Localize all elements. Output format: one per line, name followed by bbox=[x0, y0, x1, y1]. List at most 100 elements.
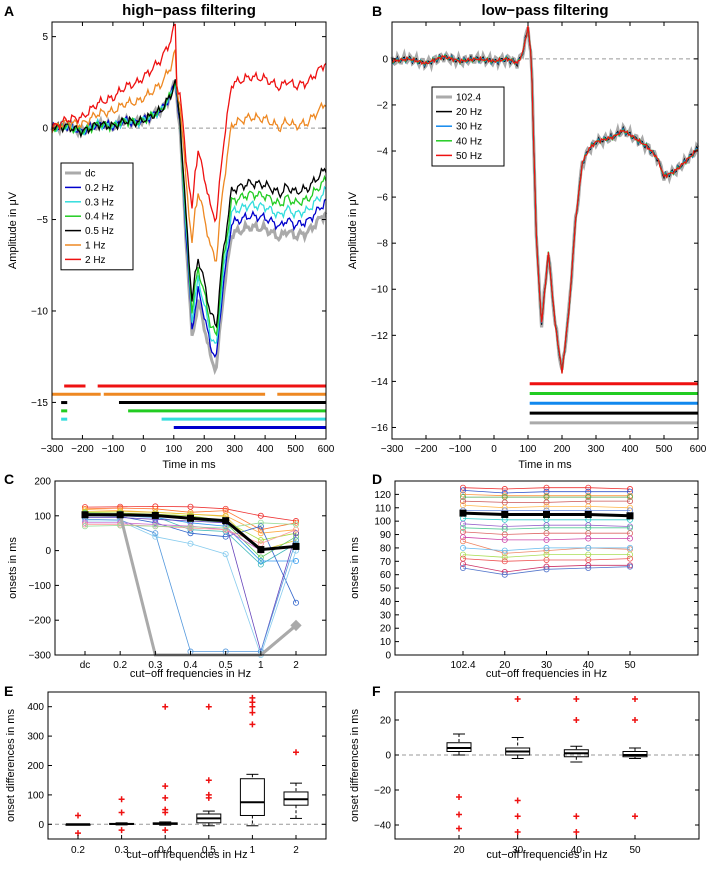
y-tick-label: −200 bbox=[28, 616, 51, 627]
subject-line bbox=[85, 517, 297, 653]
panel-c: C 200 100 0 −100 −200 −300 dc 0.2 0.3 0.4 0.5 1 2 cut−… bbox=[4, 471, 327, 680]
subject-line bbox=[85, 524, 297, 545]
legend-label: 102.4 bbox=[456, 93, 481, 104]
series-50-Hz bbox=[392, 25, 699, 374]
y-tick-label: −20 bbox=[374, 786, 391, 797]
y-axis-label: onset differences in ms bbox=[5, 709, 17, 822]
outlier bbox=[573, 813, 580, 820]
outlier bbox=[249, 709, 256, 716]
subject-point bbox=[585, 544, 592, 551]
outlier bbox=[249, 721, 256, 728]
x-tick-label: 300 bbox=[226, 444, 243, 455]
x-tick-label: 1 bbox=[258, 660, 264, 671]
x-tick-label: −100 bbox=[449, 444, 472, 455]
y-tick-label: −40 bbox=[374, 821, 391, 832]
x-axis-label: Time in ms bbox=[518, 459, 572, 471]
x-tick-label: 0.3 bbox=[148, 660, 162, 671]
y-tick-label: −6 bbox=[377, 193, 389, 204]
subject-point bbox=[627, 494, 634, 501]
subject-point bbox=[585, 503, 592, 510]
x-tick-label: 600 bbox=[690, 444, 707, 455]
x-tick-label: 2 bbox=[293, 660, 299, 671]
legend-label: 0.3 Hz bbox=[85, 197, 114, 208]
x-tick-label: −300 bbox=[41, 444, 64, 455]
subject-line bbox=[462, 554, 630, 558]
x-tick-label: 500 bbox=[287, 444, 304, 455]
x-tick-label: 50 bbox=[629, 845, 641, 856]
x-tick-label: 0.5 bbox=[202, 845, 216, 856]
outlier bbox=[632, 696, 638, 702]
outlier bbox=[75, 812, 81, 819]
subject-point bbox=[257, 558, 264, 565]
subject-point bbox=[222, 533, 229, 540]
subject-point bbox=[292, 599, 299, 606]
subject-line bbox=[462, 490, 630, 494]
subject-point bbox=[627, 555, 634, 562]
x-tick-label: 0.4 bbox=[184, 660, 198, 671]
subject-point bbox=[543, 536, 550, 543]
subject-point bbox=[257, 554, 264, 561]
mean-point bbox=[626, 512, 634, 520]
y-tick-label: −10 bbox=[371, 285, 388, 296]
y-tick-label: −4 bbox=[377, 147, 389, 158]
x-tick-label: 30 bbox=[541, 660, 553, 671]
subject-point bbox=[459, 544, 466, 551]
mean-point bbox=[584, 510, 592, 518]
outlier bbox=[293, 749, 299, 756]
y-tick-label: 5 bbox=[42, 32, 48, 43]
x-tick-label: 30 bbox=[512, 845, 524, 856]
x-tick-label: −200 bbox=[415, 444, 438, 455]
subject-point bbox=[543, 556, 550, 563]
x-axis-label: Time in ms bbox=[162, 459, 216, 471]
subject-point bbox=[152, 533, 159, 540]
y-tick-label: 40 bbox=[380, 597, 392, 608]
outlier bbox=[456, 825, 462, 832]
outlier bbox=[118, 809, 125, 816]
grey-dc-marker bbox=[290, 619, 302, 632]
y-tick-label: −16 bbox=[371, 423, 388, 434]
x-tick-label: 0.4 bbox=[158, 845, 172, 856]
x-tick-label: 0.3 bbox=[115, 845, 129, 856]
chart-title: high−pass filtering bbox=[122, 2, 256, 19]
outlier bbox=[514, 696, 521, 702]
y-tick-label: 30 bbox=[380, 610, 392, 621]
legend-label: 2 Hz bbox=[85, 255, 106, 266]
outlier bbox=[632, 717, 638, 723]
mean-point bbox=[151, 511, 159, 519]
outlier bbox=[118, 796, 125, 803]
x-tick-label: 400 bbox=[257, 444, 274, 455]
subject-point bbox=[82, 519, 89, 526]
panel-label: A bbox=[4, 3, 14, 19]
subject-point bbox=[543, 503, 550, 510]
mean-point bbox=[501, 510, 509, 518]
y-tick-label: 120 bbox=[374, 490, 391, 501]
x-tick-label: −200 bbox=[71, 444, 94, 455]
y-tick-label: −5 bbox=[37, 215, 49, 226]
subject-point bbox=[257, 561, 264, 568]
y-tick-label: 0 bbox=[38, 820, 44, 831]
x-tick-label: 100 bbox=[165, 444, 182, 455]
outlier bbox=[573, 829, 580, 835]
subject-point bbox=[543, 484, 550, 491]
y-tick-label: 50 bbox=[380, 584, 392, 595]
series-30-Hz bbox=[391, 27, 699, 372]
x-tick-label: 20 bbox=[499, 660, 511, 671]
series-2-Hz bbox=[51, 23, 327, 223]
subject-point bbox=[585, 484, 592, 491]
subject-point bbox=[152, 530, 159, 537]
subject-point bbox=[459, 494, 466, 501]
subject-point bbox=[459, 534, 466, 541]
subject-point bbox=[543, 530, 550, 537]
subject-point bbox=[222, 551, 229, 558]
outlier bbox=[162, 783, 169, 790]
subject-line bbox=[462, 536, 630, 541]
subject-point bbox=[459, 520, 466, 527]
subject-point bbox=[501, 547, 508, 554]
legend-label: 50 Hz bbox=[456, 151, 482, 162]
x-tick-label: 2 bbox=[293, 845, 299, 856]
y-axis-label: Amplitude in μV bbox=[347, 191, 359, 269]
x-tick-label: −300 bbox=[381, 444, 404, 455]
series-0-5-Hz bbox=[51, 79, 327, 329]
subject-point bbox=[585, 535, 592, 542]
